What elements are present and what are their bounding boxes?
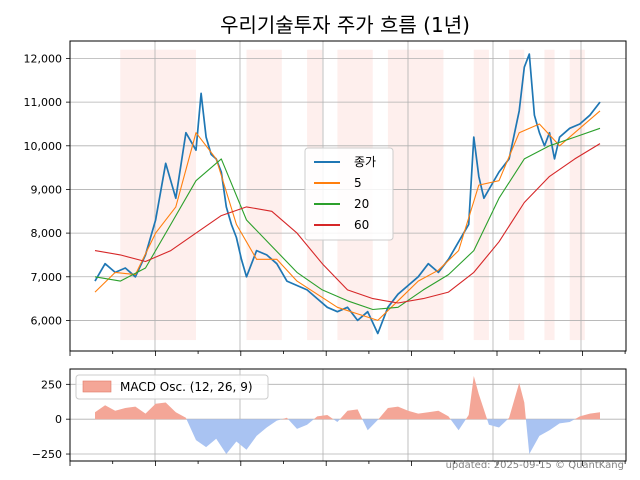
series-line-1 [94, 110, 601, 321]
legend-swatch [82, 380, 112, 393]
legend-label: 종가 [354, 155, 376, 169]
macd-positive-area [281, 417, 289, 420]
macd-panel: −250 0 250 MACD Osc. (12, 26, 9) [32, 368, 627, 466]
series-line-3 [94, 143, 601, 304]
macd-negative-area [362, 419, 379, 431]
macd-negative-area [450, 419, 466, 431]
y-tick-label: 10,000 [24, 140, 63, 153]
macd-negative-area [525, 419, 575, 454]
y-tick-label: 8,000 [31, 227, 63, 240]
legend-box [75, 374, 269, 400]
macd-negative-area [487, 419, 508, 428]
y-tick-label: 0 [55, 413, 62, 426]
legend-label: 60 [354, 218, 369, 232]
macd-positive-area [574, 412, 600, 420]
y-tick-label: 6,000 [31, 314, 63, 327]
series-line-0 [94, 53, 601, 335]
y-tick-label: 250 [41, 378, 62, 391]
shaded-band [387, 49, 444, 341]
price-panel: 6,000 7,000 8,000 9,000 10,000 11,000 12,000 종가… [24, 40, 627, 356]
shaded-band [569, 49, 585, 341]
macd-positive-area [339, 409, 363, 420]
macd-positive-area [465, 376, 488, 420]
shaded-band [120, 49, 196, 341]
macd-legend: MACD Osc. (12, 26, 9) [75, 374, 269, 400]
legend-label: 5 [354, 176, 362, 190]
series-line-2 [94, 127, 601, 311]
shaded-band [544, 49, 555, 341]
macd-positive-area [313, 415, 334, 420]
plot-frame [69, 368, 627, 462]
y-tick-label: 7,000 [31, 271, 63, 284]
chart-title: 우리기술투자 주가 흐름 (1년) [220, 13, 470, 37]
legend-box [304, 147, 394, 241]
macd-negative-area [186, 419, 282, 454]
macd-positive-area [378, 406, 451, 420]
shaded-band [509, 49, 525, 341]
footer-text: updated: 2025-09-15 © QuantKang [446, 460, 624, 471]
plot-frame [69, 40, 627, 352]
macd-negative-area [333, 419, 340, 422]
legend-label: 20 [354, 197, 369, 211]
macd-positive-area [95, 402, 187, 420]
shaded-band [246, 49, 282, 341]
macd-positive-area [507, 382, 526, 420]
legend: 종가 5 20 60 [304, 147, 394, 241]
y-tick-label: 11,000 [24, 96, 63, 109]
macd-negative-area [288, 419, 314, 429]
y-tick-label: −250 [32, 448, 62, 461]
y-tick-label: 12,000 [24, 52, 63, 65]
y-tick-label: 9,000 [31, 183, 63, 196]
legend-label: MACD Osc. (12, 26, 9) [120, 380, 253, 394]
